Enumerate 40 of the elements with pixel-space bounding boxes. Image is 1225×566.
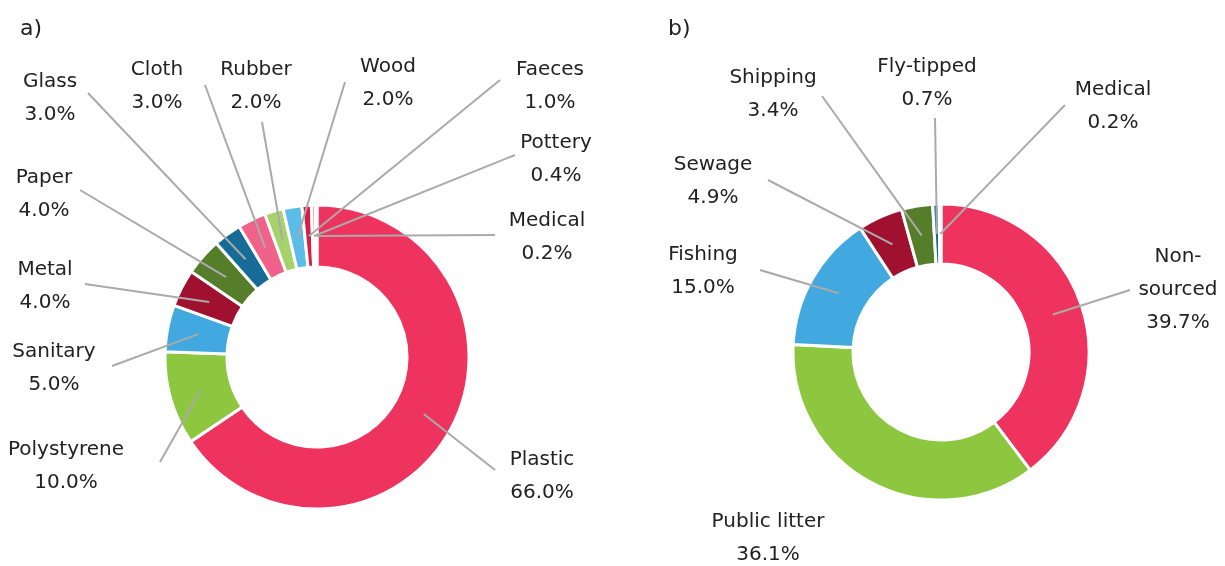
slice-label: Fly-tipped (877, 53, 977, 77)
slice-label: Shipping (729, 64, 817, 88)
slice-label: Rubber (220, 56, 293, 80)
data-label: 0.4% (530, 162, 582, 186)
slice-label: Wood (360, 53, 416, 77)
chart-title: a) (20, 15, 43, 40)
slice-label: Plastic (509, 446, 575, 470)
data-label: 2.0% (362, 86, 414, 110)
slice-label: Non-sourced (1138, 243, 1218, 300)
data-label: 4.9% (687, 184, 739, 208)
slice-label: Fishing (668, 241, 738, 265)
data-label: 15.0% (671, 274, 735, 298)
data-label: 36.1% (736, 541, 800, 565)
chart-title: b) (668, 15, 691, 40)
data-label: 2.0% (230, 89, 282, 113)
data-label: 5.0% (28, 371, 80, 395)
slice-label: Polystyrene (7, 436, 125, 460)
data-label: 3.0% (131, 89, 183, 113)
slice-label: Cloth (130, 56, 184, 80)
data-label: 66.0% (510, 479, 574, 503)
data-label: 0.7% (901, 86, 953, 110)
slice-label: Metal (17, 256, 73, 280)
slice-label: Sewage (673, 151, 753, 175)
data-label: 3.4% (747, 97, 799, 121)
slice-label: Paper (15, 164, 74, 188)
data-label: 1.0% (524, 89, 576, 113)
data-label: 39.7% (1146, 309, 1210, 333)
slice-label: Medical (1074, 76, 1152, 100)
slice-label: Sanitary (12, 338, 96, 362)
slice-label: Pottery (520, 129, 592, 153)
data-label: 10.0% (34, 469, 98, 493)
slice-label: Faeces (516, 56, 584, 80)
slice-label: Glass (22, 68, 78, 92)
data-label: 0.2% (1087, 109, 1139, 133)
slice-label: Medical (508, 207, 586, 231)
data-label: 4.0% (19, 289, 71, 313)
data-label: 4.0% (18, 197, 70, 221)
data-label: 0.2% (521, 240, 573, 264)
slice-label: Public litter (711, 508, 826, 532)
data-label: 3.0% (24, 101, 76, 125)
